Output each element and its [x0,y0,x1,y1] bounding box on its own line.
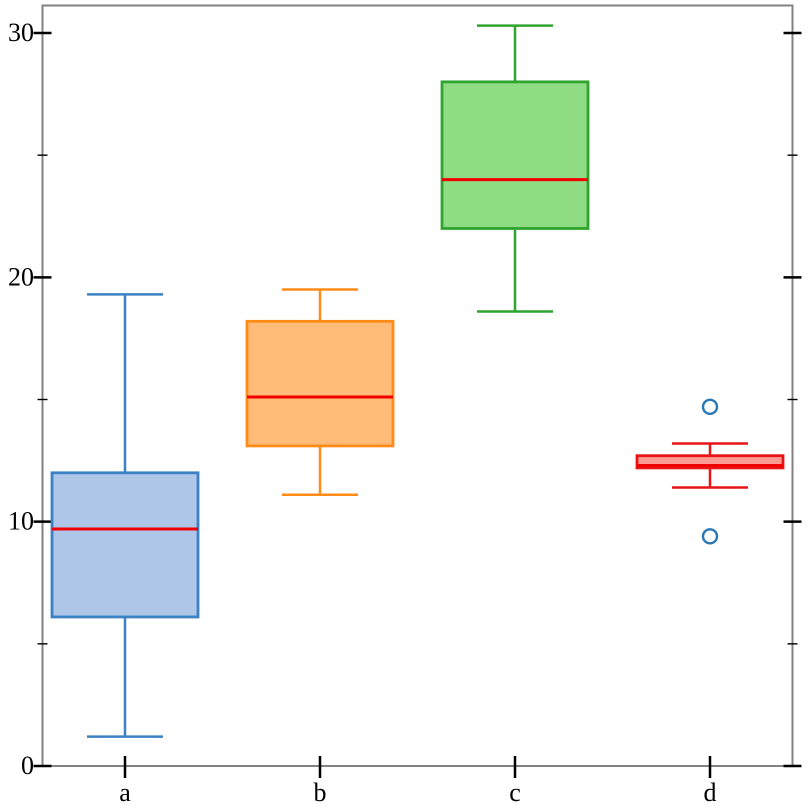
box-c [440,80,590,230]
y-axis-tick-label: 0 [21,751,34,780]
box-a [50,471,200,619]
y-axis-tick-label: 30 [8,18,34,47]
x-axis-tick-label-c: c [509,778,521,807]
x-axis-tick-label-d: d [704,778,717,807]
y-axis-tick-label: 10 [8,507,34,536]
x-axis-tick-label-b: b [314,778,327,807]
outlier-point-d [701,398,719,416]
x-axis-tick-label-a: a [119,778,131,807]
plot-border [41,4,794,767]
box-b [245,319,395,448]
outlier-point-d [701,528,719,545]
y-axis-tick-label: 20 [8,262,34,291]
